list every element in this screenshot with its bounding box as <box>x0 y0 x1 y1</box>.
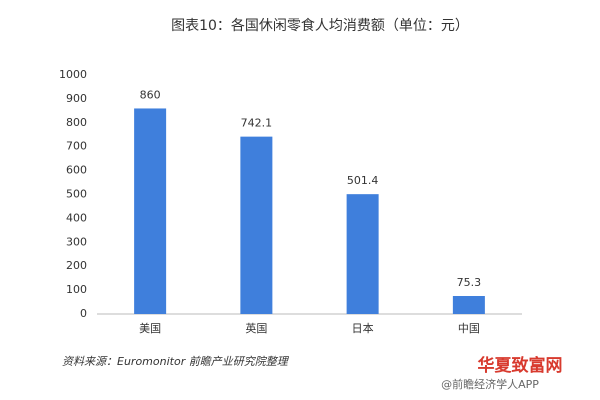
watermark: @前瞻经济学人APP <box>441 377 539 391</box>
y-tick-label: 400 <box>66 211 87 224</box>
watermark: 华夏致富网 <box>478 355 563 376</box>
bar <box>346 194 379 314</box>
y-tick-label: 300 <box>66 235 87 248</box>
source-note: 资料来源：Euromonitor 前瞻产业研究院整理 <box>62 355 290 368</box>
bar <box>452 296 485 314</box>
value-label: 860 <box>140 88 161 101</box>
y-tick-label: 1000 <box>59 68 87 81</box>
y-tick-label: 900 <box>66 92 87 105</box>
chart-title: 图表10：各国休闲零食人均消费额（单位：元） <box>171 17 469 34</box>
x-tick-label: 日本 <box>352 321 374 335</box>
y-tick-label: 0 <box>80 307 87 320</box>
bar <box>240 136 273 314</box>
value-label: 742.1 <box>241 117 273 130</box>
y-tick-label: 600 <box>66 164 87 177</box>
x-tick-label: 英国 <box>245 321 267 335</box>
value-label: 75.3 <box>457 276 482 289</box>
y-tick-label: 200 <box>66 259 87 272</box>
value-label: 501.4 <box>347 174 379 187</box>
bar <box>134 108 167 315</box>
y-tick-label: 100 <box>66 283 87 296</box>
x-tick-label: 中国 <box>458 322 480 335</box>
x-tick-label: 美国 <box>139 322 161 335</box>
y-tick-label: 500 <box>66 188 87 201</box>
y-tick-label: 800 <box>66 116 87 129</box>
y-tick-label: 700 <box>66 140 87 153</box>
